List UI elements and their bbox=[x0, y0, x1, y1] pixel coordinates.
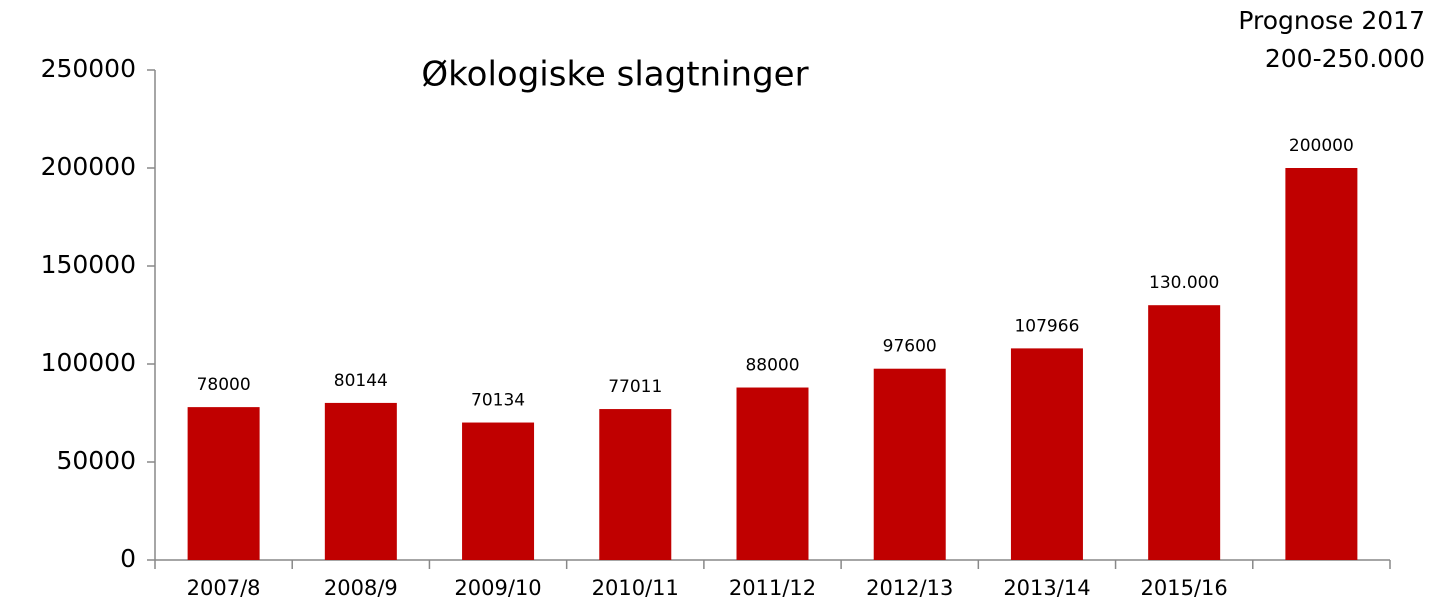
bar bbox=[873, 368, 946, 560]
y-tick-label: 150000 bbox=[41, 250, 136, 279]
x-tick-label: 2012/13 bbox=[866, 576, 953, 600]
y-tick-label: 200000 bbox=[41, 152, 136, 181]
x-tick-label: 2013/14 bbox=[1003, 576, 1090, 600]
annotation: Prognose 2017 bbox=[1238, 6, 1425, 35]
y-tick-label: 250000 bbox=[41, 54, 136, 83]
x-tick-label: 2009/10 bbox=[454, 576, 541, 600]
value-label: 70134 bbox=[471, 391, 525, 411]
value-label: 200000 bbox=[1289, 136, 1354, 156]
bar bbox=[1148, 305, 1221, 560]
bar bbox=[187, 407, 260, 560]
value-label: 97600 bbox=[883, 337, 937, 357]
bar bbox=[462, 422, 535, 560]
x-tick-label: 2007/8 bbox=[187, 576, 261, 600]
value-label: 88000 bbox=[745, 356, 799, 376]
x-tick-label: 2008/9 bbox=[324, 576, 398, 600]
bar bbox=[1285, 168, 1358, 560]
bar bbox=[1010, 348, 1083, 560]
y-tick-label: 50000 bbox=[56, 446, 136, 475]
bar bbox=[324, 402, 397, 560]
value-label: 107966 bbox=[1014, 316, 1079, 336]
y-tick-label: 0 bbox=[120, 544, 136, 573]
x-tick-label: 2015/16 bbox=[1141, 576, 1228, 600]
x-tick-label: 2011/12 bbox=[729, 576, 816, 600]
value-label: 78000 bbox=[197, 375, 251, 395]
y-tick-label: 100000 bbox=[41, 348, 136, 377]
bar bbox=[736, 387, 809, 560]
value-label: 130.000 bbox=[1149, 273, 1219, 293]
value-label: 77011 bbox=[608, 377, 662, 397]
bar bbox=[599, 409, 672, 560]
chart-title: Økologiske slagtninger bbox=[421, 55, 808, 95]
x-tick-label: 2010/11 bbox=[592, 576, 679, 600]
annotation: 200-250.000 bbox=[1265, 44, 1425, 73]
value-label: 80144 bbox=[334, 371, 388, 391]
